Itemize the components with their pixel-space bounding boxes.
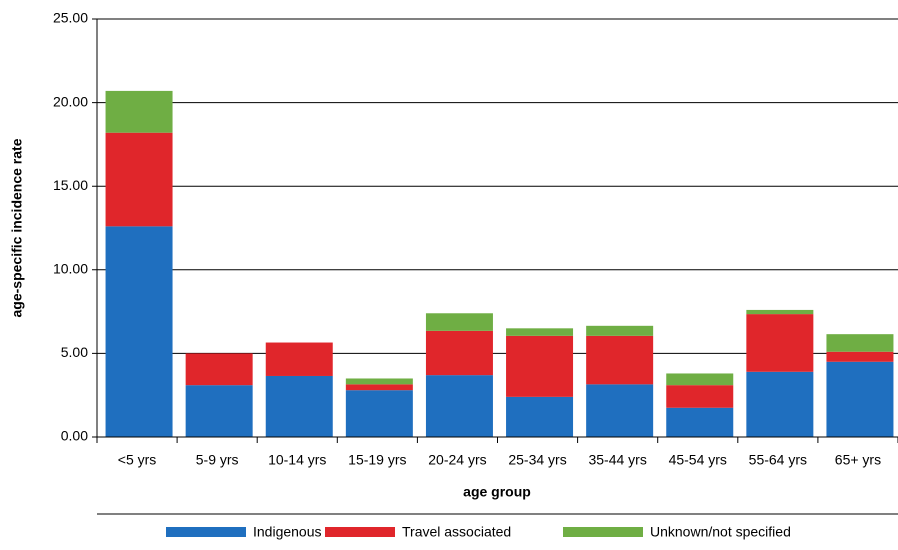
bar-segment [425, 313, 493, 331]
legend-swatch [325, 527, 395, 537]
bar-segment [105, 226, 173, 437]
legend-swatch [563, 527, 643, 537]
bar-segment [345, 384, 413, 391]
y-tick-label: 25.00 [53, 10, 88, 26]
legend-swatch [166, 527, 246, 537]
bar-segment [265, 375, 333, 437]
x-tick-label: 35-44 yrs [588, 452, 646, 468]
bar-segment [185, 385, 253, 437]
x-tick-label: 45-54 yrs [669, 452, 727, 468]
legend-label: Indigenous [253, 524, 322, 540]
y-tick-label: 20.00 [53, 93, 88, 109]
bar-segment [506, 396, 574, 437]
bar-segment [746, 314, 814, 372]
bar-segment [506, 335, 574, 397]
x-tick-label: 15-19 yrs [348, 452, 406, 468]
y-axis-label: age-specific incidence rate [9, 138, 25, 317]
y-tick-label: 5.00 [61, 344, 88, 360]
bar-segment [666, 373, 734, 386]
x-tick-label: 5-9 yrs [196, 452, 239, 468]
bar-segment [586, 335, 654, 385]
x-tick-label: <5 yrs [118, 452, 157, 468]
bar-segment [826, 334, 894, 352]
bar-segment [826, 351, 894, 362]
x-axis-label: age group [463, 484, 531, 500]
bar-segment [265, 342, 333, 376]
bar-segment [586, 384, 654, 437]
y-tick-label: 15.00 [53, 177, 88, 193]
x-tick-label: 10-14 yrs [268, 452, 326, 468]
x-tick-label: 25-34 yrs [508, 452, 566, 468]
bar-segment [746, 309, 814, 315]
bar-segment [345, 390, 413, 437]
bar-segment [666, 385, 734, 408]
bar-segment [105, 90, 173, 133]
bar-segment [506, 328, 574, 336]
bar-segment [586, 325, 654, 336]
bar-segment [425, 375, 493, 437]
bar-segment [746, 371, 814, 437]
bar-segment [425, 330, 493, 376]
x-tick-label: 20-24 yrs [428, 452, 486, 468]
bar-segment [666, 407, 734, 437]
x-tick-label: 65+ yrs [835, 452, 881, 468]
bar-segment [826, 361, 894, 437]
bar-segment [105, 132, 173, 227]
legend-label: Travel associated [402, 524, 511, 540]
bar-segment [345, 378, 413, 385]
bar-segment [185, 353, 253, 386]
x-tick-label: 55-64 yrs [749, 452, 807, 468]
legend-label: Unknown/not specified [650, 524, 791, 540]
y-tick-label: 0.00 [61, 428, 88, 444]
y-tick-label: 10.00 [53, 261, 88, 277]
